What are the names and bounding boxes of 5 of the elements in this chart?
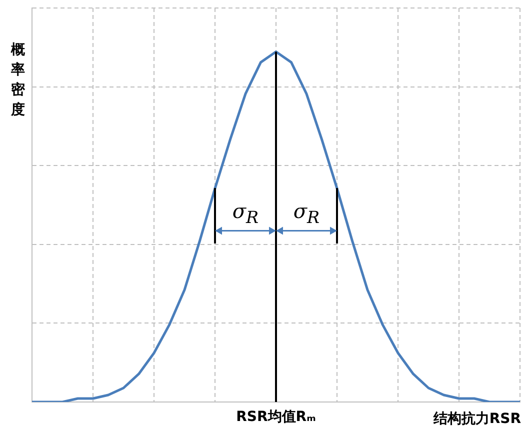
y-axis-title: 概率密度	[10, 41, 26, 120]
text: RSR均值Rₘ	[236, 408, 316, 426]
annotation: σ$_{R}$	[293, 199, 320, 228]
x-axis-title: 结构抗力RSR	[433, 410, 521, 428]
annotation: σ$_{R}$	[232, 199, 259, 228]
